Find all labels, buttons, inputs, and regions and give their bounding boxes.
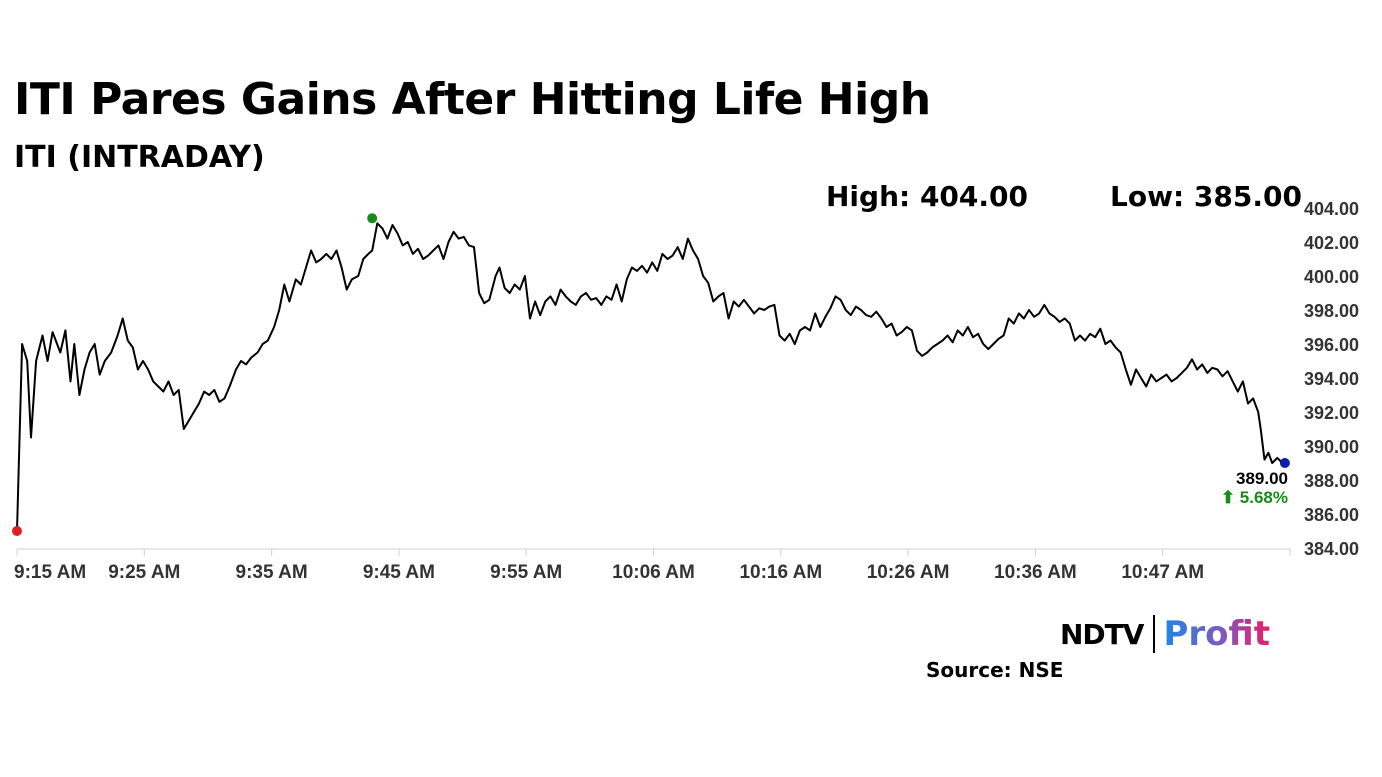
x-tick-label: 10:47 AM [1121, 562, 1204, 583]
x-tick-label: 10:36 AM [994, 562, 1077, 583]
y-tick-label: 386.00 [1304, 505, 1359, 525]
y-tick-label: 384.00 [1304, 539, 1359, 559]
x-tick-label: 9:45 AM [363, 562, 435, 583]
x-tick-label: 9:15 AM [14, 562, 86, 583]
chart-title: ITI Pares Gains After Hitting Life High [14, 74, 931, 125]
y-tick-label: 400.00 [1304, 267, 1359, 287]
x-tick-label: 9:25 AM [108, 562, 180, 583]
x-tick-label: 9:55 AM [490, 562, 562, 583]
chart-subtitle: ITI (INTRADAY) [14, 140, 265, 175]
y-tick-label: 398.00 [1304, 301, 1359, 321]
change-percent-label: ⬆ 5.68% [1221, 488, 1288, 507]
y-tick-label: 392.00 [1304, 403, 1359, 423]
last-price-marker [1279, 458, 1290, 468]
y-tick-label: 402.00 [1304, 233, 1359, 253]
y-tick-label: 394.00 [1304, 369, 1359, 389]
logo-divider [1153, 615, 1156, 653]
profit-logo-text: Profit [1163, 614, 1270, 654]
x-tick-label: 10:16 AM [739, 562, 822, 583]
y-tick-label: 390.00 [1304, 437, 1359, 457]
source-note: Source: NSE [926, 658, 1064, 682]
open-low-marker [12, 526, 22, 536]
high-stat: High: 404.00 [826, 180, 1029, 213]
y-tick-label: 404.00 [1304, 199, 1359, 219]
last-price-label: 389.00 [1236, 469, 1288, 488]
y-tick-label: 388.00 [1304, 471, 1359, 491]
high-marker [367, 213, 378, 224]
x-tick-label: 9:35 AM [236, 562, 308, 583]
ndtv-profit-logo: NDTV Profit [1060, 612, 1270, 656]
x-tick-label: 10:26 AM [867, 562, 950, 583]
x-tick-label: 10:06 AM [612, 562, 695, 583]
price-series-line [16, 222, 1284, 532]
ndtv-logo-text: NDTV [1060, 617, 1144, 651]
y-tick-label: 396.00 [1304, 335, 1359, 355]
low-stat: Low: 385.00 [1110, 180, 1302, 213]
